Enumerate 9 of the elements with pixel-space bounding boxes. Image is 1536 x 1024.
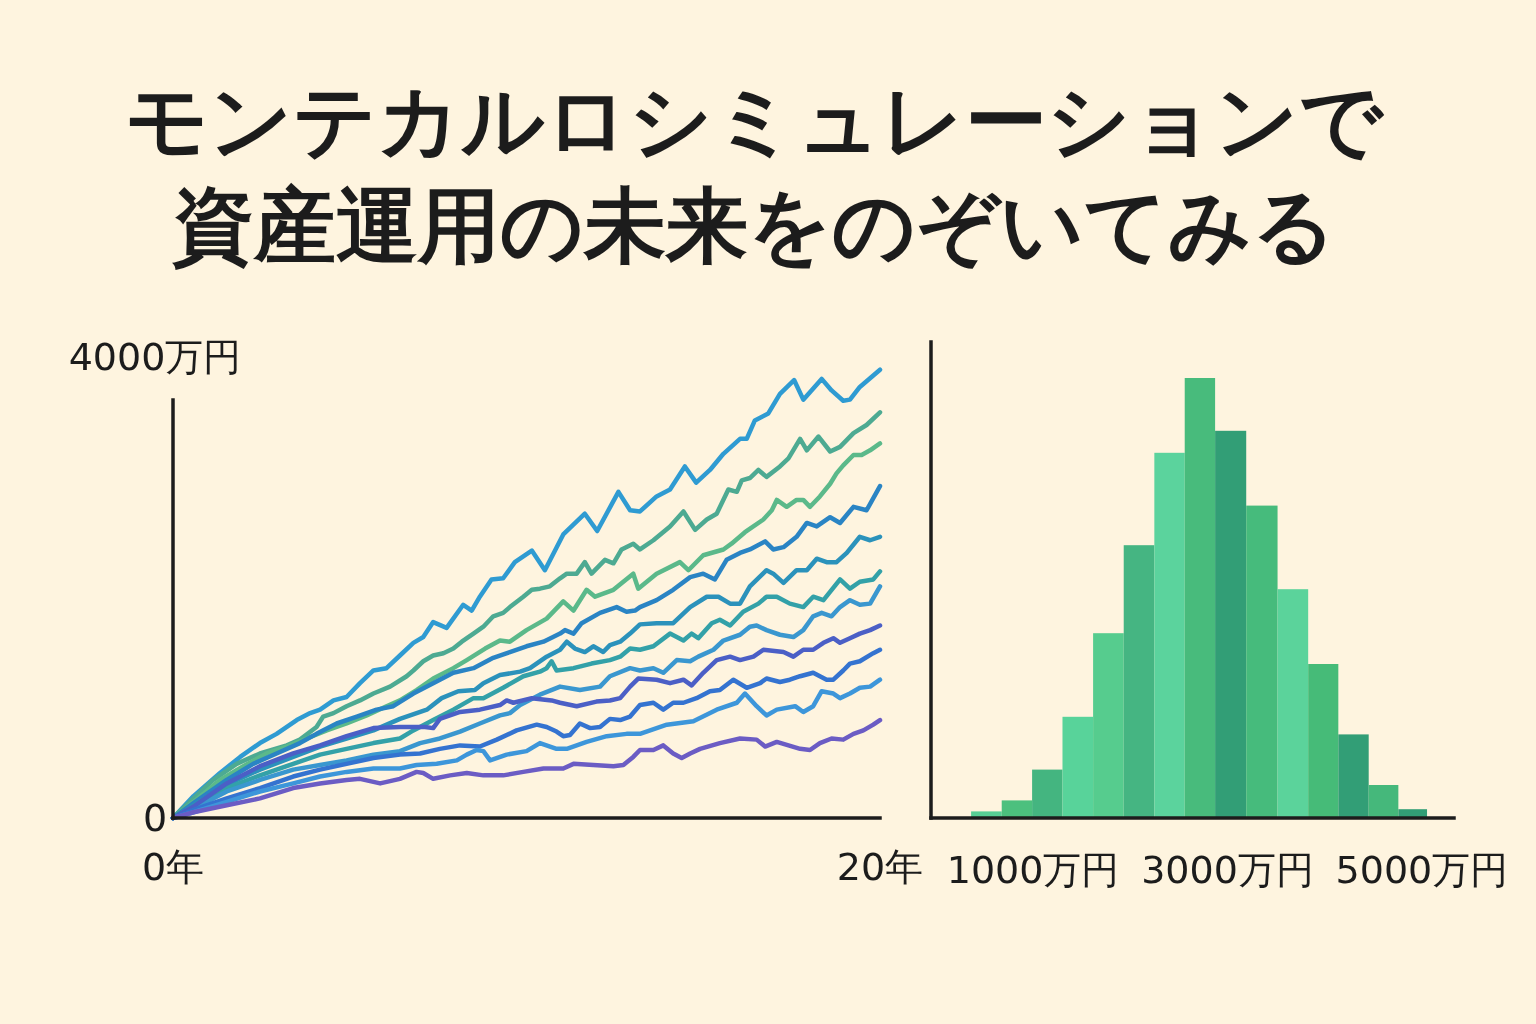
title: 資産運用の未来をのぞいてみる	[172, 177, 1336, 273]
y-tick-label: 0	[142, 796, 168, 840]
y-tick-label: 4000万円	[68, 335, 242, 379]
x-tick-label: 1000万円	[946, 848, 1120, 892]
title: モンテカルロシミュレーションで	[125, 72, 1383, 168]
x-tick-label: 5000万円	[1335, 848, 1509, 892]
x-tick-label: 0年	[141, 845, 205, 889]
x-tick-label: 20年	[836, 845, 924, 889]
x-tick-label: 3000万円	[1141, 848, 1314, 892]
